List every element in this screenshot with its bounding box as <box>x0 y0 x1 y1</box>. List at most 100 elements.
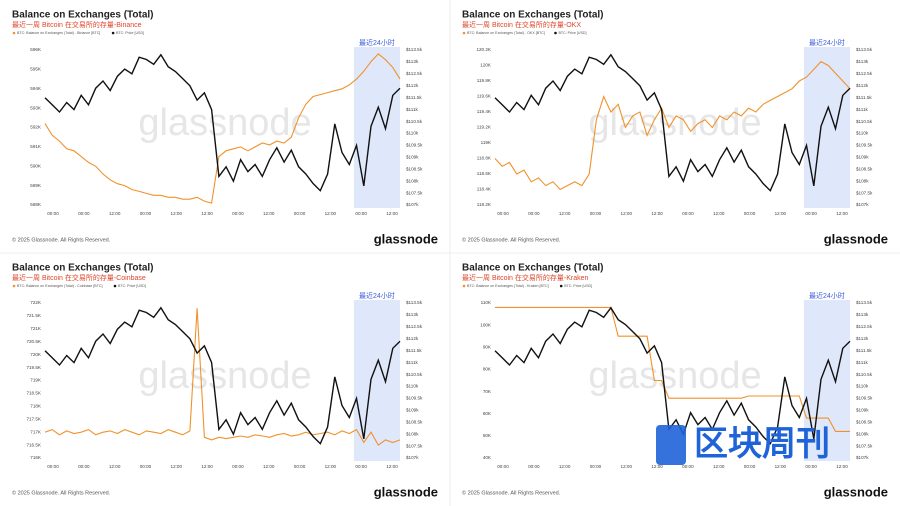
x-tick-label: 00:00 <box>497 464 509 469</box>
y-tick-label: 589K <box>30 183 42 188</box>
x-tick-label: 00:00 <box>294 211 306 216</box>
y-tick-label: 70K <box>483 389 492 394</box>
x-tick-label: 12:00 <box>651 464 663 469</box>
y2-tick-label: $112k <box>856 336 869 341</box>
y-tick-label: 40K <box>483 455 492 460</box>
copyright: © 2025 Glassnode. All Rights Reserved. <box>462 489 561 496</box>
y2-tick-label: $107k <box>406 455 419 460</box>
x-tick-label: 12:00 <box>325 211 337 216</box>
y2-tick-label: $109.5k <box>856 143 873 148</box>
y2-tick-label: $109k <box>406 408 419 413</box>
y2-tick-label: $108.5k <box>856 166 873 171</box>
x-tick-label: 00:00 <box>744 464 756 469</box>
y2-tick-label: $112.5k <box>406 324 423 329</box>
y-tick-label: 719K <box>30 378 42 383</box>
watermark: glassnode <box>588 355 761 397</box>
x-tick-label: 00:00 <box>294 464 306 469</box>
y2-tick-label: $113k <box>856 59 869 64</box>
y-tick-label: 118.8K <box>477 156 492 161</box>
x-tick-label: 00:00 <box>232 211 244 216</box>
x-tick-label: 00:00 <box>355 464 367 469</box>
chart-title: Balance on Exchanges (Total) <box>462 10 604 21</box>
y-tick-label: 119.6K <box>477 94 492 99</box>
logo: glassnode <box>374 231 438 246</box>
x-tick-label: 00:00 <box>805 211 817 216</box>
highlight-region <box>353 300 400 461</box>
logo: glassnode <box>824 231 888 246</box>
x-tick-label: 12:00 <box>559 464 571 469</box>
y2-tick-label: $110.5k <box>856 372 873 377</box>
y2-tick-label: $110.5k <box>856 119 873 124</box>
y2-tick-label: $109k <box>856 408 869 413</box>
y-tick-label: 594K <box>30 86 42 91</box>
x-tick-label: 00:00 <box>744 211 756 216</box>
y-tick-label: 716K <box>30 455 42 460</box>
highlight-label: 最近24小时 <box>809 291 845 300</box>
x-tick-label: 00:00 <box>528 211 540 216</box>
legend-swatch <box>462 31 466 35</box>
x-tick-label: 00:00 <box>47 211 59 216</box>
chart-subtitle: 最近一周 Bitcoin 在交易所的存量-Coinbase <box>12 273 146 282</box>
legend-swatch <box>111 31 115 35</box>
legend-label: BTC: Price [USD] <box>564 284 592 288</box>
y2-tick-label: $107k <box>406 202 419 207</box>
watermark: glassnode <box>138 102 311 144</box>
y2-tick-label: $108.5k <box>406 166 423 171</box>
x-tick-label: 00:00 <box>590 211 602 216</box>
y-tick-label: 80K <box>483 367 492 372</box>
y2-tick-label: $112k <box>406 336 419 341</box>
y-tick-label: 100K <box>480 322 492 327</box>
x-tick-label: 12:00 <box>836 464 848 469</box>
x-tick-label: 00:00 <box>78 211 90 216</box>
x-tick-label: 12:00 <box>713 211 725 216</box>
y-tick-label: 119.4K <box>477 109 492 114</box>
y-tick-label: 591K <box>30 144 42 149</box>
y2-tick-label: $108k <box>856 178 869 183</box>
x-tick-label: 12:00 <box>201 464 213 469</box>
y-tick-label: 119K <box>481 140 492 145</box>
x-tick-label: 00:00 <box>140 211 152 216</box>
y2-tick-label: $108.5k <box>406 419 423 424</box>
chart-title: Balance on Exchanges (Total) <box>12 10 154 21</box>
x-tick-label: 12:00 <box>651 211 663 216</box>
watermark: glassnode <box>588 102 761 144</box>
x-tick-label: 00:00 <box>682 464 694 469</box>
x-tick-label: 12:00 <box>109 211 121 216</box>
x-tick-label: 00:00 <box>47 464 59 469</box>
series-line <box>495 306 850 432</box>
y2-tick-label: $112k <box>406 83 419 88</box>
y2-tick-label: $108.5k <box>856 419 873 424</box>
y2-tick-label: $111.5k <box>406 95 422 100</box>
x-tick-label: 00:00 <box>528 464 540 469</box>
x-tick-label: 12:00 <box>775 211 787 216</box>
x-tick-label: 12:00 <box>201 211 213 216</box>
x-tick-label: 00:00 <box>232 464 244 469</box>
series-line <box>44 53 401 204</box>
x-tick-label: 12:00 <box>386 211 398 216</box>
legend-swatch <box>559 284 563 288</box>
y-tick-label: 717K <box>30 429 42 434</box>
series-line <box>44 308 401 446</box>
chart-subtitle: 最近一周 Bitcoin 在交易所的存量-Kraken <box>462 273 589 282</box>
y2-tick-label: $112.5k <box>856 324 873 329</box>
chart-title: Balance on Exchanges (Total) <box>462 263 604 274</box>
legend-label: BTC: Balance on Exchanges (Total) - Krak… <box>467 284 549 288</box>
y-tick-label: 720.5K <box>26 339 41 344</box>
x-tick-label: 12:00 <box>621 464 633 469</box>
x-tick-label: 12:00 <box>325 464 337 469</box>
y-tick-label: 720K <box>30 352 42 357</box>
y-tick-label: 718.5K <box>26 391 41 396</box>
legend-label: BTC: Balance on Exchanges (Total) - Coin… <box>17 284 103 288</box>
y-tick-label: 120.2K <box>476 47 491 52</box>
y2-tick-label: $112.5k <box>406 71 423 76</box>
x-tick-label: 12:00 <box>713 464 725 469</box>
chart-panel: glassnode 最近24小时 Balance on Exchanges (Tot… <box>462 10 888 247</box>
y2-tick-label: $111k <box>856 107 869 112</box>
y-tick-label: 90K <box>483 345 492 350</box>
y2-tick-label: $113k <box>406 312 419 317</box>
legend-label: BTC: Price [USD] <box>118 284 146 288</box>
y2-tick-label: $107.5k <box>406 443 423 448</box>
y2-tick-label: $109k <box>406 155 419 160</box>
x-tick-label: 12:00 <box>775 464 787 469</box>
